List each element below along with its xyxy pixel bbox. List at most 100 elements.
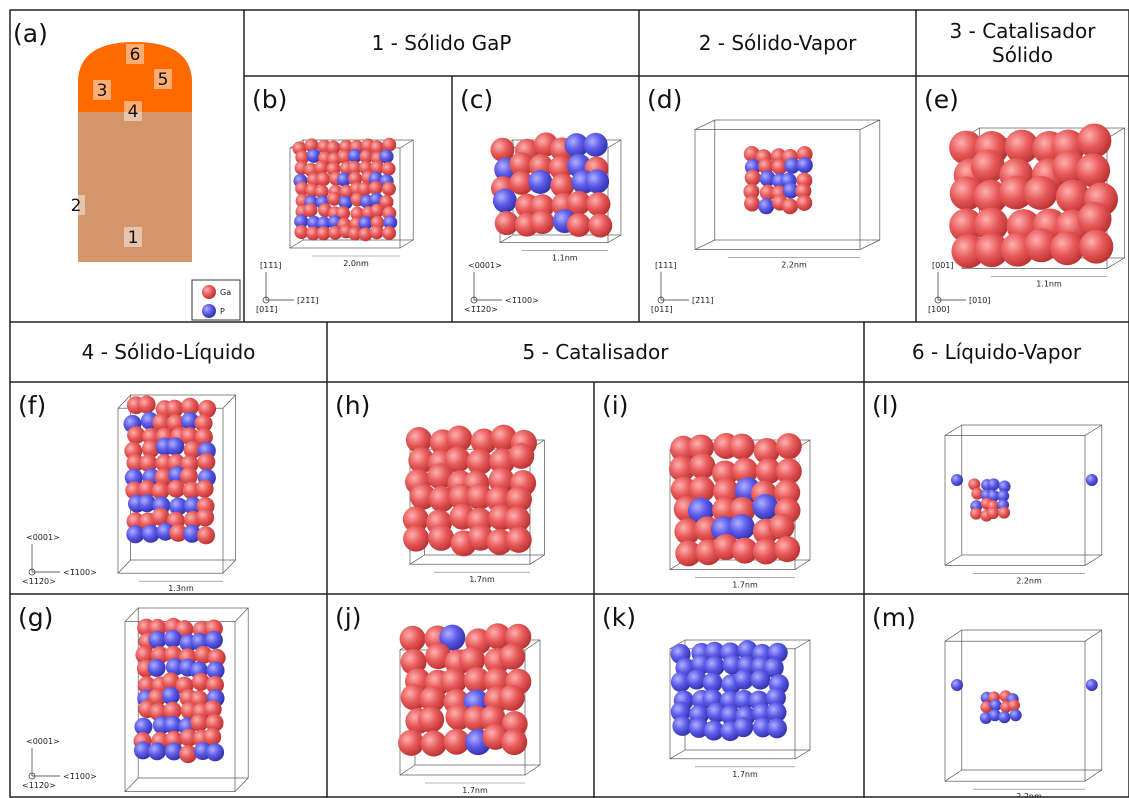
atom (506, 527, 532, 553)
atom (398, 730, 424, 756)
atom (197, 453, 215, 471)
atom (689, 453, 715, 479)
atom (774, 536, 800, 562)
axis-label: <1̄100> (63, 772, 97, 781)
box-edge (235, 608, 248, 622)
box-edge (223, 395, 236, 408)
atom (421, 731, 447, 757)
atom (493, 189, 517, 213)
scale-label: 1.1nm (552, 254, 578, 263)
atom (499, 644, 525, 670)
axis-label: [010] (969, 296, 991, 305)
atom (380, 149, 394, 163)
atom (303, 203, 317, 217)
panel-label: (a) (13, 19, 48, 48)
atom (197, 526, 215, 544)
atom (418, 707, 444, 733)
box-edge (695, 240, 715, 250)
box-edge (962, 425, 1102, 555)
atom (796, 195, 812, 211)
axis-label: <0001> (468, 261, 502, 270)
box-edge (608, 140, 621, 148)
atom (205, 631, 223, 649)
atom (528, 170, 552, 194)
atom (166, 438, 184, 456)
axis-label: [011̄] (651, 305, 673, 314)
box-edge (290, 240, 303, 248)
atom (998, 507, 1010, 519)
atom (733, 717, 753, 737)
region-number: 1 (128, 228, 139, 248)
panel-label: (g) (18, 603, 53, 632)
axis-label: <1̄1̄20> (464, 305, 498, 314)
axis-label: [11̄1] (260, 261, 282, 270)
legend-label: P (220, 307, 225, 316)
axis-label: [111] (655, 261, 677, 270)
axis-label: <1̄100> (63, 568, 97, 577)
atom (164, 630, 182, 648)
axis-label: <112̄0> (22, 577, 56, 586)
axis-label: <0001> (26, 737, 60, 746)
atom (403, 526, 429, 552)
scale-label: 1.7nm (462, 786, 488, 795)
axis-label: <0001> (26, 533, 60, 542)
atom (951, 679, 963, 691)
atom (499, 685, 525, 711)
panel-label: (b) (252, 85, 287, 114)
box-edge (795, 750, 810, 759)
panel-label: (f) (18, 391, 46, 420)
panel-label: (c) (460, 85, 493, 114)
scale-label: 1.7nm (732, 770, 758, 779)
box-edge (400, 765, 415, 775)
scale-label: 2.2nm (1016, 576, 1042, 585)
box-edge (1085, 425, 1102, 435)
box-edge (125, 608, 138, 622)
atom (729, 434, 755, 460)
atom (988, 478, 1000, 490)
simulation-box (945, 630, 1102, 781)
atom (1086, 679, 1098, 691)
atom (382, 138, 396, 152)
atom (428, 525, 454, 551)
atom (585, 169, 609, 193)
atom (744, 195, 760, 211)
box-edge (125, 778, 138, 792)
box-edge (1107, 258, 1124, 268)
box-edge (860, 240, 880, 250)
panel-label: (k) (602, 603, 636, 632)
atom (987, 507, 999, 519)
atom (382, 226, 396, 240)
box-edge (400, 140, 413, 148)
atom (382, 182, 396, 196)
section-header: 1 - Sólido GaP (244, 10, 639, 76)
figure-canvas: (a)123456GaP(b)2.0nm[11̄1][011̄][21̄1̄](… (0, 0, 1129, 798)
region-number: 6 (130, 45, 141, 65)
box-edge (235, 778, 248, 792)
atom (1050, 231, 1084, 265)
box-edge (118, 560, 131, 573)
box-edge (945, 555, 962, 565)
atom (586, 192, 610, 216)
atom (1010, 709, 1022, 721)
atom (490, 138, 514, 162)
box-edge (945, 435, 1085, 565)
box-edge (525, 765, 540, 775)
region-number: 2 (71, 196, 82, 216)
panel-label: (l) (872, 391, 898, 420)
section-header: 4 - Sólido-Líquido (10, 322, 327, 382)
atom (370, 204, 384, 218)
box-edge (1085, 770, 1102, 781)
panel-label: (e) (924, 85, 959, 114)
atom (767, 718, 787, 738)
simulation-box (945, 425, 1102, 565)
region-number: 4 (128, 102, 139, 122)
axis-label: <1̄100> (505, 296, 539, 305)
atom (316, 172, 330, 186)
atom (294, 225, 308, 239)
box-edge (1085, 555, 1102, 565)
region-number: 5 (158, 70, 169, 90)
axis-label: [001] (932, 261, 954, 270)
box-edge (945, 425, 962, 435)
box-edge (410, 555, 424, 564)
panel-label: (i) (602, 391, 628, 420)
